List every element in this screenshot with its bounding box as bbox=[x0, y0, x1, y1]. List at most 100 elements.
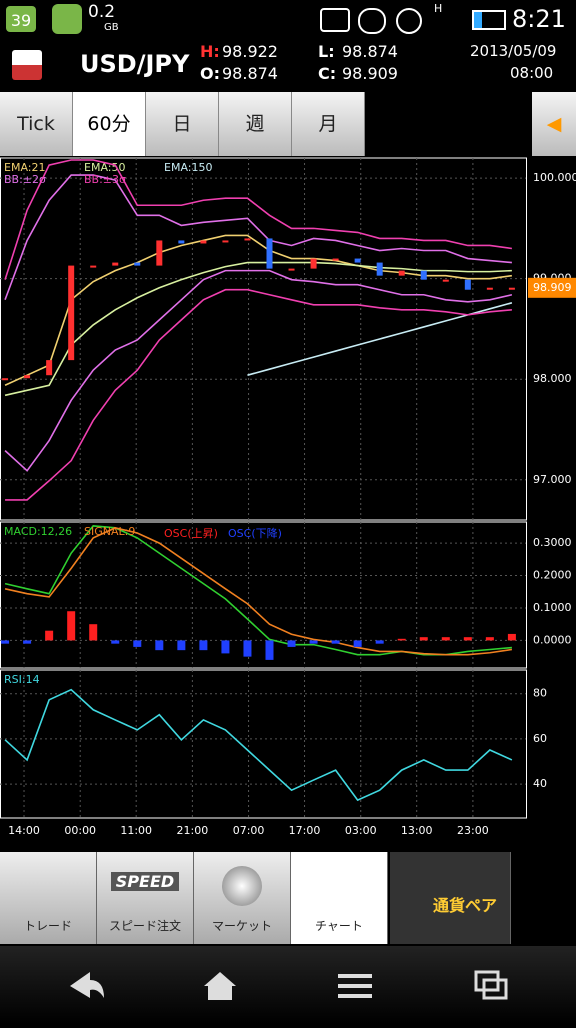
label: L: bbox=[318, 42, 335, 61]
candle bbox=[134, 262, 141, 266]
x-tick-label: 17:00 bbox=[289, 824, 321, 837]
ip-icon bbox=[52, 4, 82, 34]
data-amount: 0.2 bbox=[88, 2, 116, 22]
series-line bbox=[4, 234, 513, 386]
candle bbox=[486, 287, 493, 290]
nav-button[interactable]: トレード bbox=[0, 852, 97, 944]
candle bbox=[200, 240, 207, 244]
y-tick-label: 0.0000 bbox=[533, 633, 572, 646]
x-tick-label: 03:00 bbox=[345, 824, 377, 837]
osc-bar bbox=[67, 611, 76, 641]
osc-bar bbox=[265, 640, 274, 660]
status-bar: 39 0.2 GB H 8:21 bbox=[0, 0, 576, 40]
data-unit: GB bbox=[104, 22, 119, 33]
nav-button[interactable]: SPEED スピード注文 bbox=[97, 852, 194, 944]
candle bbox=[156, 240, 163, 266]
back[interactable] bbox=[70, 972, 104, 998]
nav-label: トレード bbox=[23, 919, 72, 933]
osc-bar bbox=[23, 640, 32, 644]
network: H bbox=[434, 2, 443, 15]
recent[interactable] bbox=[474, 970, 508, 1000]
candle bbox=[420, 270, 427, 280]
series-line bbox=[4, 261, 512, 397]
nav-button[interactable]: チャート bbox=[291, 852, 388, 944]
candle bbox=[310, 258, 317, 269]
date: 2013/05/09 bbox=[470, 42, 557, 60]
candle bbox=[112, 262, 119, 266]
tab[interactable]: 60分 bbox=[73, 92, 146, 156]
tab[interactable]: 月 bbox=[292, 92, 365, 156]
nav-button[interactable]: 通貨ペア bbox=[390, 852, 511, 944]
y-tick-label: 60 bbox=[533, 732, 547, 745]
value: 98.909 bbox=[342, 64, 398, 83]
nav-label: チャート bbox=[315, 919, 363, 933]
badge: 39 bbox=[6, 6, 36, 32]
osc-bar bbox=[375, 640, 384, 644]
legend-entry: OSC(上昇) bbox=[164, 527, 218, 540]
osc-bar bbox=[221, 640, 230, 654]
value: 98.874 bbox=[222, 64, 278, 83]
osc-bar bbox=[199, 640, 208, 651]
candle bbox=[2, 378, 9, 381]
label: H: bbox=[200, 42, 220, 61]
legend-entry: EMA:150 bbox=[164, 161, 212, 174]
osc-bar bbox=[111, 640, 120, 644]
tab[interactable]: Tick bbox=[0, 92, 73, 156]
flag bbox=[12, 50, 42, 80]
legend-entry: RSI:14 bbox=[4, 673, 40, 686]
y-tick-label: 0.2000 bbox=[533, 569, 572, 582]
panel-border bbox=[0, 521, 527, 669]
home[interactable] bbox=[204, 972, 236, 1000]
series-line bbox=[4, 526, 513, 656]
candle bbox=[46, 360, 53, 376]
tab[interactable]: 週 bbox=[219, 92, 292, 156]
candle bbox=[508, 287, 515, 290]
osc-bar bbox=[177, 640, 186, 651]
candle bbox=[68, 265, 75, 361]
tab[interactable]: 日 bbox=[146, 92, 219, 156]
quote-header: USD/JPY H: 98.922 O: 98.874 L: 98.874 C:… bbox=[0, 40, 576, 92]
x-tick-label: 14:00 bbox=[8, 824, 40, 837]
y-tick-label: 40 bbox=[533, 777, 547, 790]
candle bbox=[464, 279, 471, 290]
icon bbox=[320, 8, 350, 32]
price-box bbox=[528, 277, 576, 298]
series-line bbox=[4, 688, 513, 802]
series-line bbox=[4, 174, 512, 301]
candle bbox=[288, 268, 295, 271]
nav-button[interactable]: マーケット bbox=[194, 852, 291, 944]
candle bbox=[90, 265, 97, 268]
nav-label: 通貨ペア bbox=[432, 896, 497, 915]
value: 98.922 bbox=[222, 42, 278, 61]
osc-bar bbox=[485, 637, 494, 641]
candle bbox=[266, 238, 273, 269]
menu[interactable] bbox=[338, 974, 372, 998]
clock: 8:21 bbox=[512, 5, 566, 33]
icon-text: SPEED bbox=[111, 872, 179, 891]
series-line bbox=[4, 159, 513, 280]
legend-entry: BB:±3σ bbox=[84, 173, 126, 186]
x-tick-label: 07:00 bbox=[233, 824, 265, 837]
osc-bar bbox=[397, 638, 406, 641]
series-line bbox=[4, 269, 513, 472]
current-price: 98.909 bbox=[533, 281, 572, 294]
series-line bbox=[5, 288, 512, 501]
y-tick-label: 0.1000 bbox=[533, 601, 572, 614]
osc-bar bbox=[243, 640, 252, 657]
value: 98.874 bbox=[342, 42, 398, 61]
x-tick-label: 21:00 bbox=[177, 824, 209, 837]
candle bbox=[398, 270, 405, 276]
osc-bar bbox=[441, 637, 450, 641]
candle bbox=[376, 262, 383, 276]
osc-bar bbox=[507, 633, 516, 641]
side-button[interactable]: ◀ bbox=[532, 92, 576, 156]
candle bbox=[442, 279, 449, 282]
osc-bar bbox=[287, 640, 296, 647]
y-tick-label: 98.000 bbox=[533, 372, 572, 385]
icon bbox=[358, 8, 386, 34]
legend-entry: SIGNAL:9 bbox=[84, 525, 135, 538]
y-tick-label: 0.3000 bbox=[533, 536, 572, 549]
osc-bar bbox=[463, 637, 472, 641]
x-tick-label: 11:00 bbox=[120, 824, 152, 837]
